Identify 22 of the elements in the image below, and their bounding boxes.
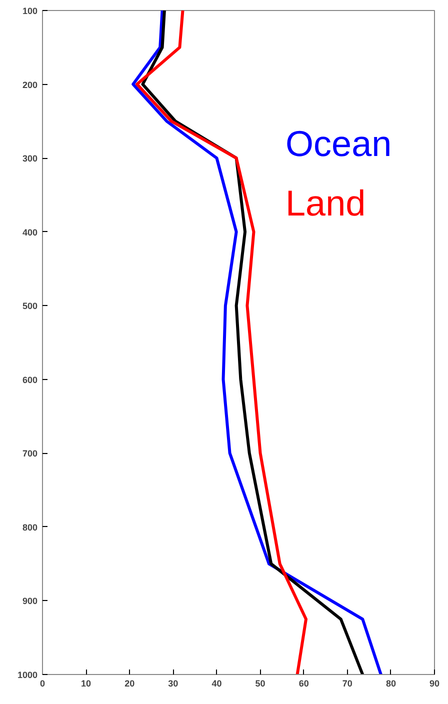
x-tick-label: 90 <box>429 678 440 688</box>
x-tick-label: 20 <box>124 678 135 688</box>
x-tick-label: 30 <box>168 678 178 688</box>
x-tick-label: 80 <box>386 678 396 688</box>
x-tick-label: 50 <box>255 678 266 688</box>
y-tick-label: 700 <box>22 448 38 459</box>
x-tick-label: 60 <box>298 678 309 688</box>
x-tick-label: 70 <box>342 678 352 688</box>
x-tick-label: 40 <box>212 678 222 688</box>
series-label: Land <box>286 182 366 224</box>
y-tick-label: 200 <box>22 80 38 90</box>
y-tick-label: 300 <box>22 154 38 164</box>
y-tick-label: 800 <box>22 522 38 532</box>
y-tick-label: 600 <box>22 374 38 385</box>
y-tick-label: 500 <box>22 301 38 312</box>
series-label: Ocean <box>286 122 392 164</box>
x-tick-label: 0 <box>40 678 46 688</box>
y-tick-label: 900 <box>22 596 38 606</box>
y-tick-label: 1000 <box>17 670 38 680</box>
x-tick-label: 10 <box>81 678 92 688</box>
y-tick-label: 100 <box>22 6 38 16</box>
y-tick-label: 400 <box>22 227 38 238</box>
